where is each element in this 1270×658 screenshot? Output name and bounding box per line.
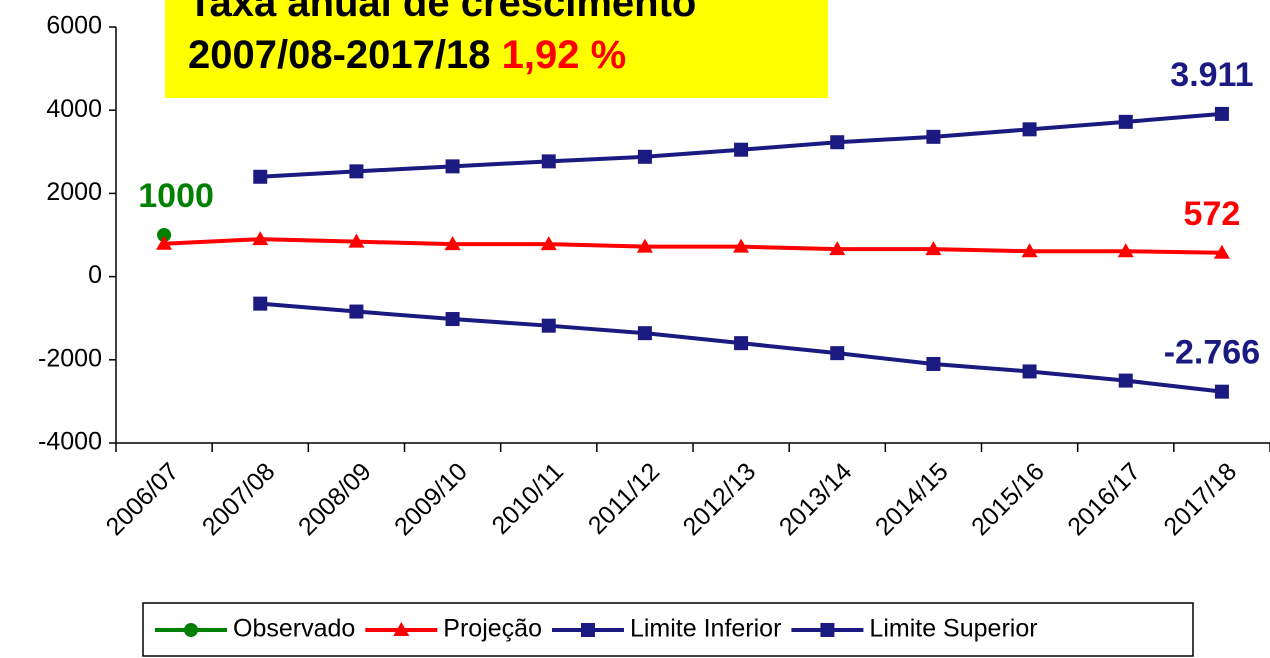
y-tick-label: -4000 xyxy=(38,428,102,456)
data-point xyxy=(1214,106,1229,121)
y-tick-label: 2000 xyxy=(46,178,102,206)
y-tick-label: -2000 xyxy=(38,344,102,372)
value-label: -2.766 xyxy=(1164,334,1260,372)
data-point xyxy=(829,241,846,256)
legend-box xyxy=(142,602,1194,657)
data-point xyxy=(636,238,653,253)
x-tick-label: 2017/18 xyxy=(1158,457,1242,541)
x-tick-label: 2016/17 xyxy=(1062,457,1146,541)
data-point xyxy=(925,241,942,256)
data-point xyxy=(1118,114,1133,129)
value-label: 1000 xyxy=(138,177,214,215)
data-point xyxy=(1214,384,1229,399)
data-point xyxy=(637,326,652,341)
data-point xyxy=(830,135,845,150)
legend: Observado Projeção Limite Inferior Limite S… xyxy=(155,615,1038,643)
data-point xyxy=(734,142,749,157)
data-point xyxy=(156,235,173,250)
legend-marker xyxy=(184,623,198,637)
data-point xyxy=(349,304,364,319)
title-period: 2007/08-2017/18 xyxy=(188,33,491,77)
series-line xyxy=(163,237,1222,255)
data-point xyxy=(348,233,365,248)
data-point xyxy=(1021,243,1038,258)
x-tick-label: 2007/08 xyxy=(197,457,281,541)
data-point xyxy=(1117,243,1134,258)
x-tick-label: 2010/11 xyxy=(487,457,569,539)
legend-marker xyxy=(393,622,410,636)
data-point xyxy=(1022,122,1037,137)
data-point xyxy=(540,236,557,251)
legend-marker xyxy=(820,623,835,637)
data-point xyxy=(541,318,556,333)
x-tick-label: 2012/13 xyxy=(678,457,762,541)
legend-label: Limite Inferior xyxy=(630,615,781,643)
data-point xyxy=(926,356,941,371)
data-point xyxy=(1022,364,1037,379)
value-label: 3.911 xyxy=(1170,56,1253,94)
x-tick-label: 2008/09 xyxy=(293,457,377,541)
y-tick-label: 6000 xyxy=(46,12,102,40)
data-point xyxy=(252,231,269,246)
legend-marker xyxy=(580,623,595,637)
data-point xyxy=(926,129,941,144)
data-point xyxy=(349,164,364,179)
x-tick-label: 2006/07 xyxy=(101,457,185,541)
x-tick-label: 2013/14 xyxy=(774,457,858,541)
legend-label: Projeção xyxy=(443,615,542,643)
data-point xyxy=(253,169,268,184)
x-tick-label: 2015/16 xyxy=(966,457,1050,541)
y-tick-label: 0 xyxy=(88,261,102,289)
data-point xyxy=(1213,244,1230,259)
data-point xyxy=(733,238,750,253)
data-point xyxy=(253,296,268,311)
data-point xyxy=(734,336,749,351)
value-label: 572 xyxy=(1184,195,1241,233)
data-point xyxy=(445,312,460,327)
data-point xyxy=(830,346,845,361)
chart-subtitle: 2007/08-2017/18 1,92 % xyxy=(188,33,626,77)
x-tick-label: 2011/12 xyxy=(583,457,665,539)
data-point xyxy=(637,149,652,164)
data-point xyxy=(157,228,172,242)
data-point xyxy=(541,154,556,169)
title-rate: 1,92 % xyxy=(502,33,627,77)
legend-label: Limite Superior xyxy=(869,615,1037,643)
x-tick-label: 2014/15 xyxy=(870,457,954,541)
legend-label: Observado xyxy=(233,615,355,643)
data-point xyxy=(1118,373,1133,388)
data-point xyxy=(444,236,461,251)
x-tick-label: 2009/10 xyxy=(389,457,473,541)
data-point xyxy=(445,159,460,174)
chart-title: Taxa anual de crescimento xyxy=(188,0,696,25)
title-box xyxy=(165,0,828,98)
y-tick-label: 4000 xyxy=(46,95,102,123)
